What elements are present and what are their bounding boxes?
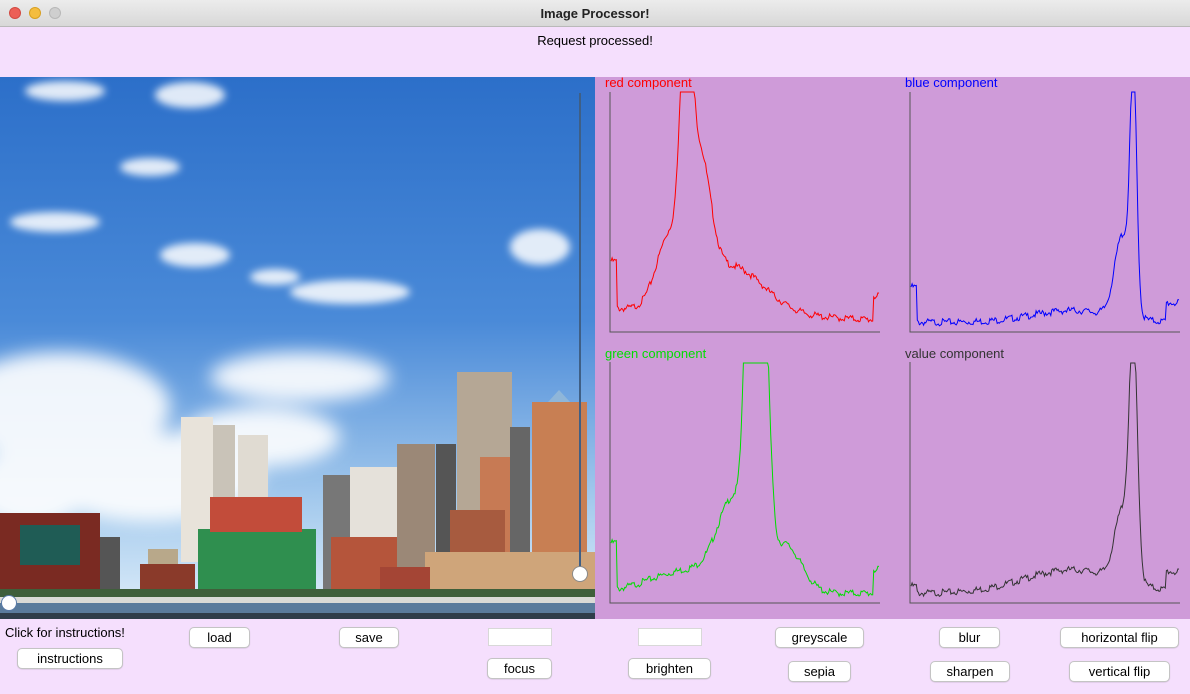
greyscale-button[interactable]: greyscale xyxy=(775,627,864,648)
histogram-panel: red component blue component green compo… xyxy=(595,75,1190,619)
blue-histogram-label: blue component xyxy=(905,75,998,90)
green-histogram-label: green component xyxy=(605,346,707,361)
status-message: Request processed! xyxy=(537,33,653,48)
blue-histogram-curve xyxy=(910,91,1180,327)
brighten-button[interactable]: brighten xyxy=(628,658,711,679)
maximize-window-icon[interactable] xyxy=(49,7,61,19)
horizontal-flip-button[interactable]: horizontal flip xyxy=(1060,627,1179,648)
instructions-button[interactable]: instructions xyxy=(17,648,123,669)
close-window-icon[interactable] xyxy=(9,7,21,19)
sepia-button[interactable]: sepia xyxy=(788,661,851,682)
vertical-flip-button[interactable]: vertical flip xyxy=(1069,661,1170,682)
vertical-scrollbar-thumb[interactable] xyxy=(572,566,588,582)
image-viewport xyxy=(0,77,595,619)
load-button[interactable]: load xyxy=(189,627,250,648)
histogram-charts xyxy=(609,91,1180,604)
red-histogram-axes xyxy=(609,92,880,333)
save-button[interactable]: save xyxy=(339,627,399,648)
vertical-scrollbar-track[interactable] xyxy=(579,93,581,573)
instructions-prompt: Click for instructions! xyxy=(5,625,125,640)
window-title: Image Processor! xyxy=(540,6,650,21)
minimize-window-icon[interactable] xyxy=(29,7,41,19)
green-histogram-axes xyxy=(609,362,880,604)
blue-histogram-axes xyxy=(909,92,1180,333)
value-histogram-label: value component xyxy=(905,346,1005,361)
focus-amount-field[interactable] xyxy=(488,628,552,646)
value-histogram-curve xyxy=(910,362,1180,598)
brighten-amount-field[interactable] xyxy=(638,628,702,646)
green-histogram-curve xyxy=(610,362,880,598)
value-histogram-axes xyxy=(909,362,1180,604)
blur-button[interactable]: blur xyxy=(939,627,1000,648)
sharpen-button[interactable]: sharpen xyxy=(930,661,1010,682)
city-skyline-image xyxy=(0,77,595,619)
title-bar: Image Processor! xyxy=(0,0,1190,27)
horizontal-scrollbar-thumb[interactable] xyxy=(1,595,17,611)
red-histogram-curve xyxy=(610,91,880,323)
focus-button[interactable]: focus xyxy=(487,658,552,679)
red-histogram-label: red component xyxy=(605,75,692,90)
